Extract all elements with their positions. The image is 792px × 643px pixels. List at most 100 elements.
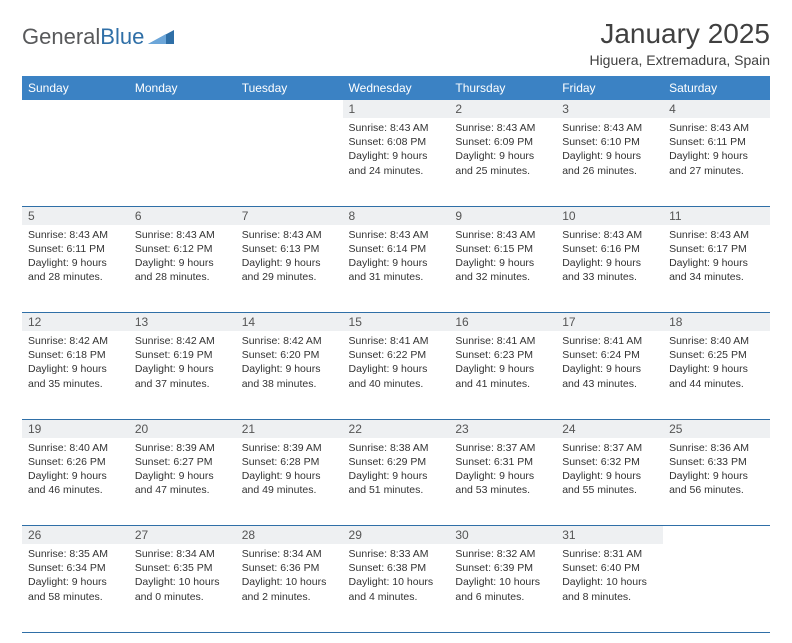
day-content: Sunrise: 8:39 AMSunset: 6:27 PMDaylight:… xyxy=(129,438,236,504)
day-sunset-line: Sunset: 6:15 PM xyxy=(455,242,550,256)
day-day1-line: Daylight: 9 hours xyxy=(28,362,123,376)
day-day1-line: Daylight: 9 hours xyxy=(135,256,230,270)
day-day1-line: Daylight: 9 hours xyxy=(562,362,657,376)
day-day1-line: Daylight: 10 hours xyxy=(242,575,337,589)
day-day1-line: Daylight: 10 hours xyxy=(135,575,230,589)
day-number-cell xyxy=(663,526,770,545)
day-day1-line: Daylight: 9 hours xyxy=(28,469,123,483)
day-day2-line: and 27 minutes. xyxy=(669,164,764,178)
day-day1-line: Daylight: 9 hours xyxy=(135,469,230,483)
day-content: Sunrise: 8:43 AMSunset: 6:13 PMDaylight:… xyxy=(236,225,343,291)
day-day2-line: and 28 minutes. xyxy=(135,270,230,284)
day-day2-line: and 32 minutes. xyxy=(455,270,550,284)
day-content: Sunrise: 8:43 AMSunset: 6:08 PMDaylight:… xyxy=(343,118,450,184)
day-cell: Sunrise: 8:43 AMSunset: 6:10 PMDaylight:… xyxy=(556,118,663,206)
day-sunrise-line: Sunrise: 8:39 AM xyxy=(242,441,337,455)
day-sunset-line: Sunset: 6:29 PM xyxy=(349,455,444,469)
weekday-header: Sunday xyxy=(22,76,129,100)
day-day2-line: and 0 minutes. xyxy=(135,590,230,604)
day-number-cell: 15 xyxy=(343,313,450,332)
calendar-body: 1234Sunrise: 8:43 AMSunset: 6:08 PMDayli… xyxy=(22,100,770,632)
day-number-cell: 4 xyxy=(663,100,770,118)
day-content: Sunrise: 8:43 AMSunset: 6:11 PMDaylight:… xyxy=(663,118,770,184)
day-day2-line: and 25 minutes. xyxy=(455,164,550,178)
day-cell: Sunrise: 8:39 AMSunset: 6:27 PMDaylight:… xyxy=(129,438,236,526)
day-cell: Sunrise: 8:40 AMSunset: 6:26 PMDaylight:… xyxy=(22,438,129,526)
day-day1-line: Daylight: 9 hours xyxy=(28,575,123,589)
day-content: Sunrise: 8:43 AMSunset: 6:09 PMDaylight:… xyxy=(449,118,556,184)
day-day1-line: Daylight: 9 hours xyxy=(242,256,337,270)
day-number-cell: 12 xyxy=(22,313,129,332)
day-sunrise-line: Sunrise: 8:38 AM xyxy=(349,441,444,455)
day-day1-line: Daylight: 9 hours xyxy=(669,149,764,163)
day-number-row: 1234 xyxy=(22,100,770,118)
day-day2-line: and 43 minutes. xyxy=(562,377,657,391)
day-day1-line: Daylight: 9 hours xyxy=(669,469,764,483)
week-row: Sunrise: 8:43 AMSunset: 6:08 PMDaylight:… xyxy=(22,118,770,206)
day-day2-line: and 49 minutes. xyxy=(242,483,337,497)
day-day1-line: Daylight: 10 hours xyxy=(562,575,657,589)
day-day2-line: and 38 minutes. xyxy=(242,377,337,391)
day-day2-line: and 58 minutes. xyxy=(28,590,123,604)
day-number-cell: 23 xyxy=(449,419,556,438)
day-sunset-line: Sunset: 6:17 PM xyxy=(669,242,764,256)
day-number-cell: 3 xyxy=(556,100,663,118)
day-sunset-line: Sunset: 6:35 PM xyxy=(135,561,230,575)
day-number-cell: 7 xyxy=(236,206,343,225)
day-content: Sunrise: 8:31 AMSunset: 6:40 PMDaylight:… xyxy=(556,544,663,610)
day-content: Sunrise: 8:39 AMSunset: 6:28 PMDaylight:… xyxy=(236,438,343,504)
day-day1-line: Daylight: 9 hours xyxy=(455,149,550,163)
day-number-cell: 30 xyxy=(449,526,556,545)
day-sunset-line: Sunset: 6:36 PM xyxy=(242,561,337,575)
day-sunset-line: Sunset: 6:33 PM xyxy=(669,455,764,469)
day-cell: Sunrise: 8:43 AMSunset: 6:17 PMDaylight:… xyxy=(663,225,770,313)
day-sunrise-line: Sunrise: 8:43 AM xyxy=(669,228,764,242)
day-day1-line: Daylight: 9 hours xyxy=(242,469,337,483)
day-day2-line: and 28 minutes. xyxy=(28,270,123,284)
day-cell: Sunrise: 8:43 AMSunset: 6:12 PMDaylight:… xyxy=(129,225,236,313)
day-number-cell xyxy=(22,100,129,118)
day-sunset-line: Sunset: 6:10 PM xyxy=(562,135,657,149)
day-cell: Sunrise: 8:31 AMSunset: 6:40 PMDaylight:… xyxy=(556,544,663,632)
day-cell: Sunrise: 8:43 AMSunset: 6:11 PMDaylight:… xyxy=(663,118,770,206)
day-day2-line: and 4 minutes. xyxy=(349,590,444,604)
day-number-cell: 31 xyxy=(556,526,663,545)
day-cell xyxy=(236,118,343,206)
day-day2-line: and 24 minutes. xyxy=(349,164,444,178)
week-row: Sunrise: 8:42 AMSunset: 6:18 PMDaylight:… xyxy=(22,331,770,419)
day-sunrise-line: Sunrise: 8:33 AM xyxy=(349,547,444,561)
day-day2-line: and 26 minutes. xyxy=(562,164,657,178)
title-block: January 2025 Higuera, Extremadura, Spain xyxy=(589,18,770,68)
day-sunset-line: Sunset: 6:22 PM xyxy=(349,348,444,362)
weekday-header: Saturday xyxy=(663,76,770,100)
day-content: Sunrise: 8:38 AMSunset: 6:29 PMDaylight:… xyxy=(343,438,450,504)
day-content: Sunrise: 8:32 AMSunset: 6:39 PMDaylight:… xyxy=(449,544,556,610)
day-sunset-line: Sunset: 6:18 PM xyxy=(28,348,123,362)
day-sunrise-line: Sunrise: 8:34 AM xyxy=(242,547,337,561)
day-day2-line: and 51 minutes. xyxy=(349,483,444,497)
day-sunset-line: Sunset: 6:11 PM xyxy=(669,135,764,149)
day-content: Sunrise: 8:43 AMSunset: 6:10 PMDaylight:… xyxy=(556,118,663,184)
day-number-cell: 19 xyxy=(22,419,129,438)
day-sunrise-line: Sunrise: 8:40 AM xyxy=(28,441,123,455)
day-day2-line: and 31 minutes. xyxy=(349,270,444,284)
day-sunrise-line: Sunrise: 8:32 AM xyxy=(455,547,550,561)
day-day1-line: Daylight: 9 hours xyxy=(349,256,444,270)
day-cell: Sunrise: 8:35 AMSunset: 6:34 PMDaylight:… xyxy=(22,544,129,632)
day-number-cell xyxy=(129,100,236,118)
day-sunrise-line: Sunrise: 8:43 AM xyxy=(562,228,657,242)
day-content: Sunrise: 8:42 AMSunset: 6:18 PMDaylight:… xyxy=(22,331,129,397)
day-cell: Sunrise: 8:43 AMSunset: 6:11 PMDaylight:… xyxy=(22,225,129,313)
day-day2-line: and 2 minutes. xyxy=(242,590,337,604)
day-cell: Sunrise: 8:41 AMSunset: 6:24 PMDaylight:… xyxy=(556,331,663,419)
day-day1-line: Daylight: 9 hours xyxy=(562,149,657,163)
day-sunset-line: Sunset: 6:26 PM xyxy=(28,455,123,469)
day-cell: Sunrise: 8:32 AMSunset: 6:39 PMDaylight:… xyxy=(449,544,556,632)
day-day2-line: and 33 minutes. xyxy=(562,270,657,284)
day-cell: Sunrise: 8:33 AMSunset: 6:38 PMDaylight:… xyxy=(343,544,450,632)
brand-name-part1: General xyxy=(22,24,100,50)
day-day2-line: and 44 minutes. xyxy=(669,377,764,391)
day-sunset-line: Sunset: 6:38 PM xyxy=(349,561,444,575)
day-cell: Sunrise: 8:42 AMSunset: 6:18 PMDaylight:… xyxy=(22,331,129,419)
day-sunset-line: Sunset: 6:09 PM xyxy=(455,135,550,149)
